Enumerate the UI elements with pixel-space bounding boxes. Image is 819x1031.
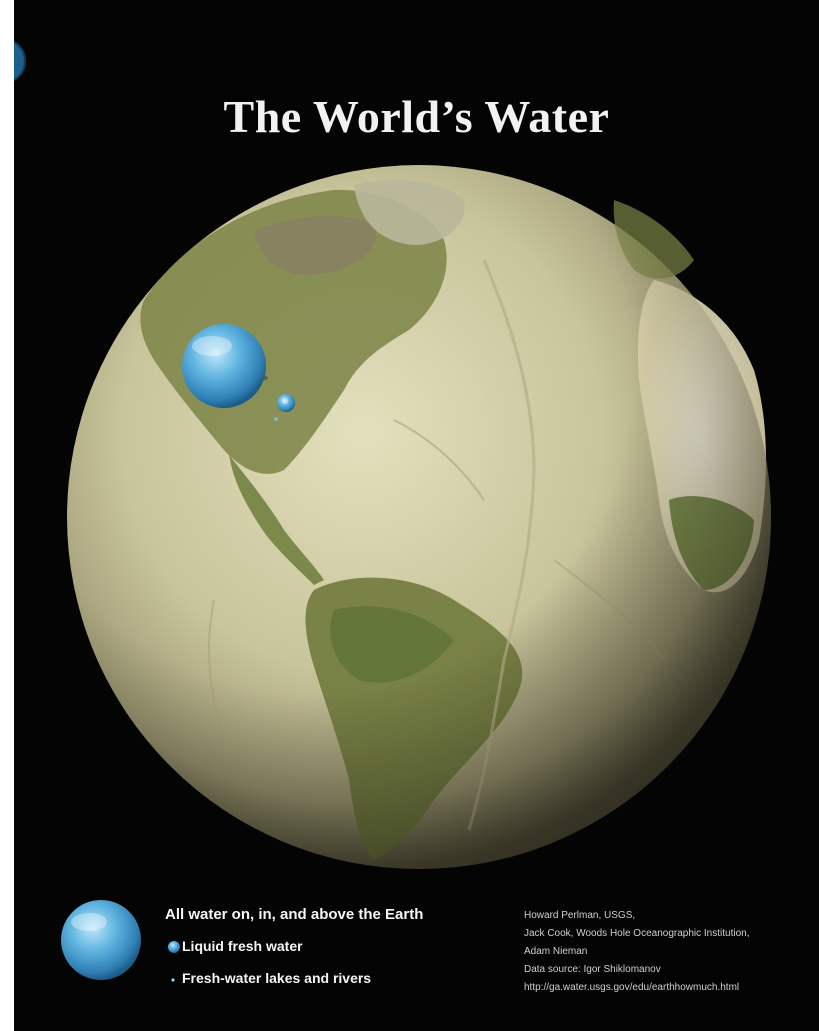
credit-line: Adam Nieman xyxy=(524,946,588,957)
globe-svg xyxy=(67,165,771,869)
legend-liquid-fresh-sphere xyxy=(168,941,180,953)
liquid-fresh-water-highlight xyxy=(282,398,288,404)
legend-lakes-rivers-sphere xyxy=(171,978,175,982)
credits: Howard Perlman, USGS, Jack Cook, Woods H… xyxy=(524,907,819,997)
legend-all-water-label: All water on, in, and above the Earth xyxy=(165,906,424,923)
credit-line: Data source: Igor Shiklomanov xyxy=(524,964,661,975)
globe-shading xyxy=(67,165,771,869)
legend-liquid-fresh-label: Liquid fresh water xyxy=(182,938,303,954)
legend: All water on, in, and above the Earth Li… xyxy=(59,900,459,1000)
credit-line: Howard Perlman, USGS, xyxy=(524,910,636,921)
globe-illustration xyxy=(14,0,819,1031)
page-title: The World’s Water xyxy=(223,91,610,142)
credit-url: http://ga.water.usgs.gov/edu/earthhowmuc… xyxy=(524,982,740,993)
poster: The World’s Water xyxy=(14,0,819,1031)
all-water-sphere xyxy=(182,324,266,408)
credit-line: Jack Cook, Woods Hole Oceanographic Inst… xyxy=(524,928,750,939)
liquid-fresh-water-sphere xyxy=(277,394,295,412)
all-water-highlight xyxy=(192,336,232,356)
legend-lakes-rivers-label: Fresh-water lakes and rivers xyxy=(182,970,372,986)
legend-all-water-sphere xyxy=(61,900,141,980)
lakes-rivers-sphere xyxy=(274,417,278,421)
